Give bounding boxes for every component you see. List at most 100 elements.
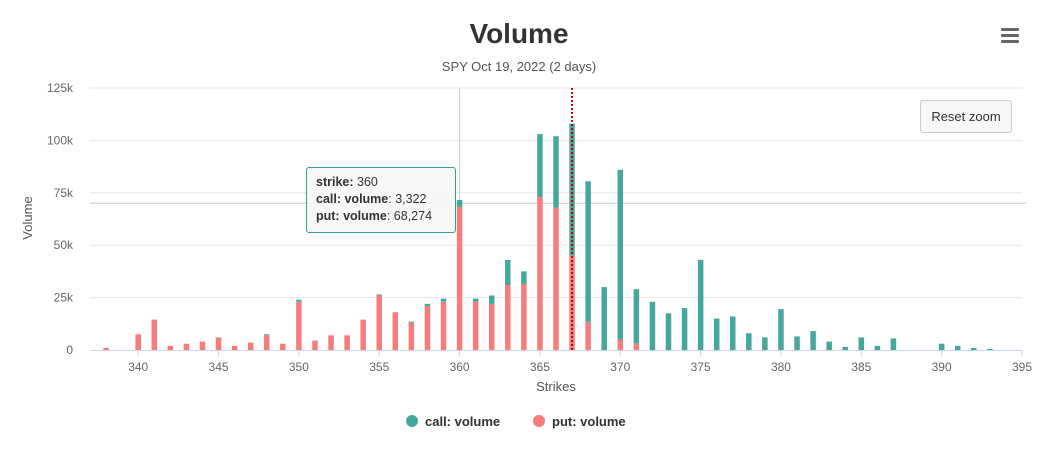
chart-tooltip: strike: 360 call: volume: 3,322 put: vol… [306,167,456,233]
bar-call-376[interactable] [713,318,720,350]
bar-call-371[interactable] [633,289,640,344]
x-tick-label: 345 [209,360,229,374]
bar-call-385[interactable] [858,337,865,350]
bar-call-392[interactable] [971,347,977,350]
bar-put-358[interactable] [424,305,431,350]
hamburger-menu-icon[interactable] [996,26,1024,48]
bar-put-361[interactable] [472,301,479,350]
y-axis-title: Volume [20,196,35,239]
bar-put-362[interactable] [488,303,495,350]
tooltip-put-label: put: volume [316,209,387,223]
bar-call-368[interactable] [585,181,591,322]
tooltip-call-value: 3,322 [395,192,427,206]
bar-put-350[interactable] [296,301,302,350]
bar-put-359[interactable] [440,301,447,350]
bar-call-361[interactable] [472,298,479,302]
bar-call-378[interactable] [746,333,752,350]
bar-put-364[interactable] [521,283,527,350]
bar-put-340[interactable] [135,334,141,350]
bar-put-345[interactable] [215,337,222,350]
bar-put-346[interactable] [231,345,238,350]
legend-item-put[interactable]: put: volume [533,414,626,429]
bar-call-380[interactable] [778,309,784,350]
bar-put-351[interactable] [312,340,318,350]
bar-call-377[interactable] [730,316,736,350]
bar-call-355[interactable] [376,294,382,296]
legend-call-label: call: volume [425,414,501,429]
tooltip-call-label: call: volume [316,192,389,206]
bar-call-360[interactable] [456,199,463,207]
bar-put-343[interactable] [183,343,190,350]
bar-call-381[interactable] [794,336,800,350]
bar-call-366[interactable] [553,136,559,208]
bar-put-338[interactable] [103,347,109,350]
y-tick-label: 25k [54,291,74,305]
bar-put-347[interactable] [247,342,254,350]
call-dot-icon [406,415,418,427]
x-tick-label: 380 [771,360,791,374]
bar-put-367[interactable] [569,255,575,350]
bar-call-391[interactable] [954,345,961,350]
bar-call-393[interactable] [987,348,993,350]
put-dot-icon [533,415,545,427]
bar-call-358[interactable] [424,303,431,306]
x-tick-label: 370 [610,360,630,374]
bar-call-370[interactable] [617,169,624,340]
bar-call-383[interactable] [826,341,832,350]
y-tick-label: 0 [66,343,73,357]
bar-call-364[interactable] [521,271,527,284]
bar-call-387[interactable] [890,338,897,350]
x-tick-label: 390 [932,360,952,374]
bar-put-371[interactable] [633,343,640,350]
bar-call-363[interactable] [505,259,511,286]
bar-put-368[interactable] [585,321,591,350]
y-tick-label: 75k [54,186,74,200]
bar-call-379[interactable] [762,337,768,350]
tooltip-put-value: 68,274 [393,209,433,223]
bar-call-350[interactable] [296,299,302,302]
bar-call-384[interactable] [842,346,848,350]
tooltip-strike-label: strike: [316,175,354,189]
legend-put-label: put: volume [552,414,626,429]
bar-series [103,123,993,350]
bar-call-374[interactable] [681,308,688,350]
bar-call-375[interactable] [697,259,704,350]
reset-zoom-button[interactable]: Reset zoom [920,100,1012,133]
y-axis-labels: 0 25k 50k 75k 100k 125k [47,81,74,357]
bar-put-357[interactable] [408,322,415,350]
bar-put-370[interactable] [617,339,624,350]
bar-put-366[interactable] [553,207,559,350]
bar-call-348[interactable] [264,334,270,336]
bar-put-365[interactable] [537,196,543,350]
bar-put-355[interactable] [376,295,382,350]
bar-put-352[interactable] [328,335,334,350]
y-tick-label: 100k [47,133,74,147]
bar-call-362[interactable] [488,295,495,304]
tooltip-strike-value: 360 [357,175,378,189]
bar-put-342[interactable] [167,345,174,350]
bar-put-341[interactable] [151,319,158,350]
bar-call-369[interactable] [601,287,607,350]
bar-put-356[interactable] [392,312,399,350]
bar-call-386[interactable] [874,345,881,350]
bar-put-363[interactable] [505,285,511,350]
bar-put-353[interactable] [344,335,350,350]
x-tick-label: 385 [851,360,871,374]
bar-call-372[interactable] [649,301,656,350]
bar-call-382[interactable] [810,331,816,350]
bar-put-354[interactable] [360,319,366,350]
x-tick-label: 395 [1012,360,1032,374]
chart-subtitle: SPY Oct 19, 2022 (2 days) [441,59,597,74]
bar-call-373[interactable] [665,313,672,350]
x-tick-label: 355 [369,360,389,374]
x-tick-label: 360 [450,360,470,374]
bar-put-349[interactable] [280,343,286,350]
bar-put-344[interactable] [199,341,206,350]
bar-call-390[interactable] [938,343,945,350]
bar-call-359[interactable] [440,298,447,302]
bar-put-348[interactable] [264,335,270,350]
bar-call-365[interactable] [537,134,543,197]
bar-put-360[interactable] [456,206,463,350]
bar-call-357[interactable] [408,321,415,323]
legend-item-call[interactable]: call: volume [406,414,500,429]
